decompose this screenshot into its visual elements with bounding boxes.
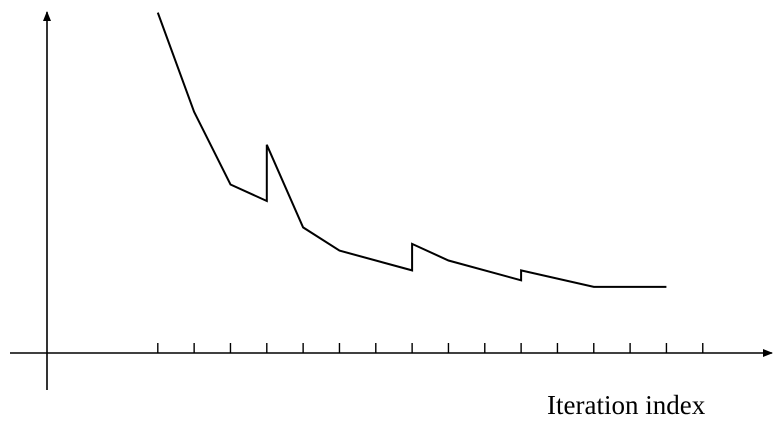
series-layer: [156, 12, 667, 288]
x-axis-label: Iteration index: [547, 390, 706, 420]
x-tick-marks: [157, 343, 704, 353]
axes-layer: [10, 11, 773, 390]
series-line-1: [156, 12, 667, 288]
